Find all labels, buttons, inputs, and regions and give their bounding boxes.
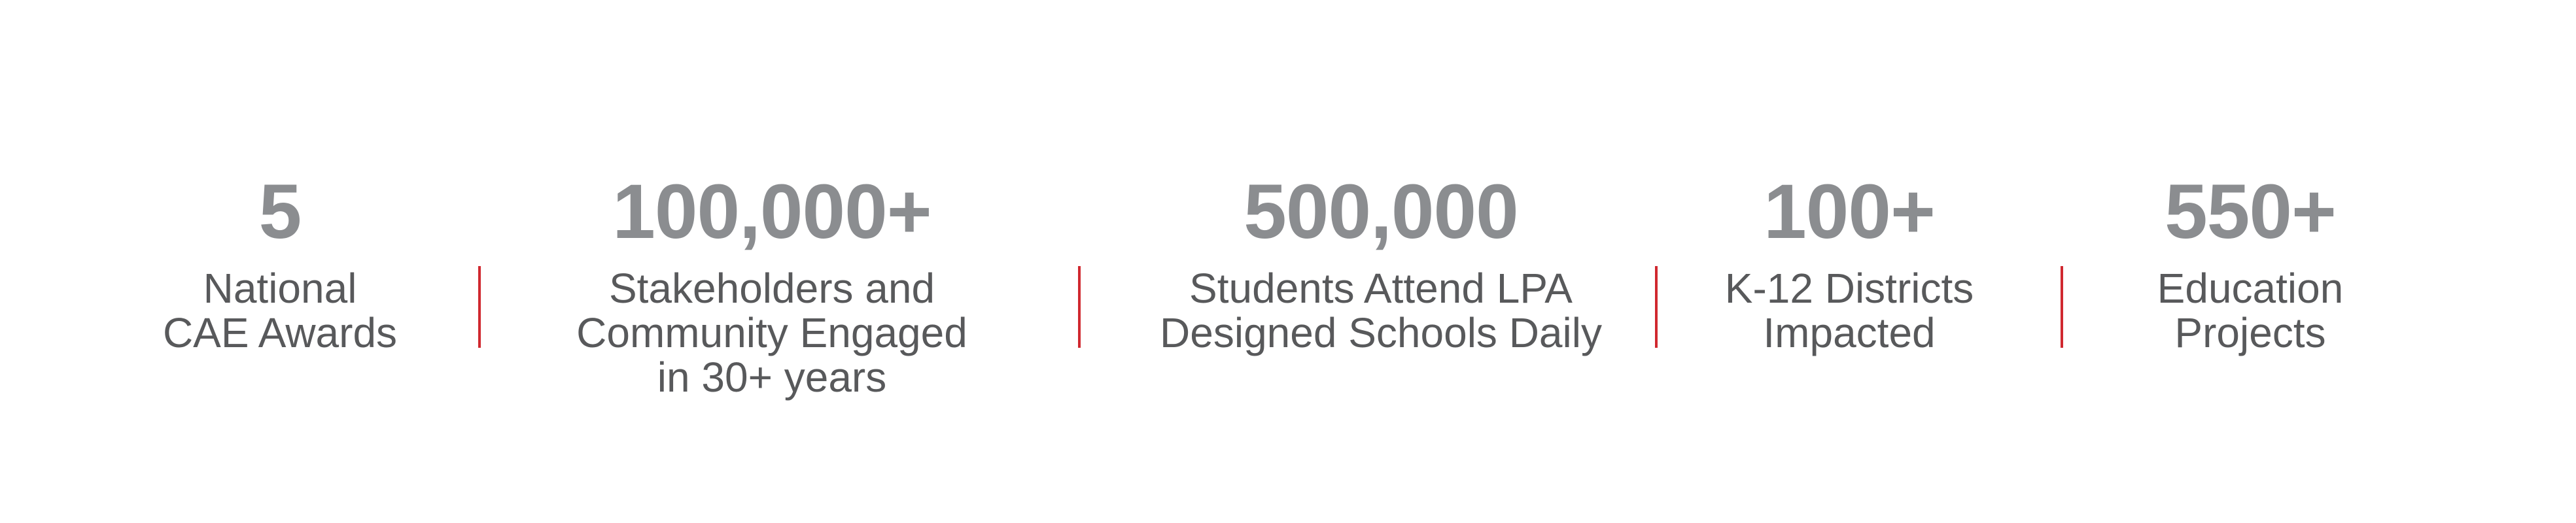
stat-value: 100+ [1764,169,1936,255]
stat-label: K-12 Districts Impacted [1724,265,1974,356]
divider [478,266,481,348]
stat-item-k12-districts: 100+ K-12 Districts Impacted [1724,169,1974,356]
stat-label: National CAE Awards [162,265,398,356]
stat-item-education-projects: 550+ Education Projects [2157,169,2344,356]
divider [2061,266,2063,348]
stat-value: 500,000 [1244,169,1519,255]
divider [1078,266,1081,348]
stat-label: Stakeholders and Community Engaged in 30… [576,265,967,401]
stat-item-national-cae-awards: 5 National CAE Awards [162,169,398,356]
stat-item-students-attend-daily: 500,000 Students Attend LPA Designed Sch… [1160,169,1602,356]
stat-value: 550+ [2165,169,2337,255]
divider [1655,266,1658,348]
stat-value: 100,000+ [612,169,931,255]
stat-item-stakeholders-engaged: 100,000+ Stakeholders and Community Enga… [576,169,967,401]
stat-value: 5 [258,169,302,255]
stat-label: Students Attend LPA Designed Schools Dai… [1160,265,1602,356]
stat-label: Education Projects [2157,265,2344,356]
